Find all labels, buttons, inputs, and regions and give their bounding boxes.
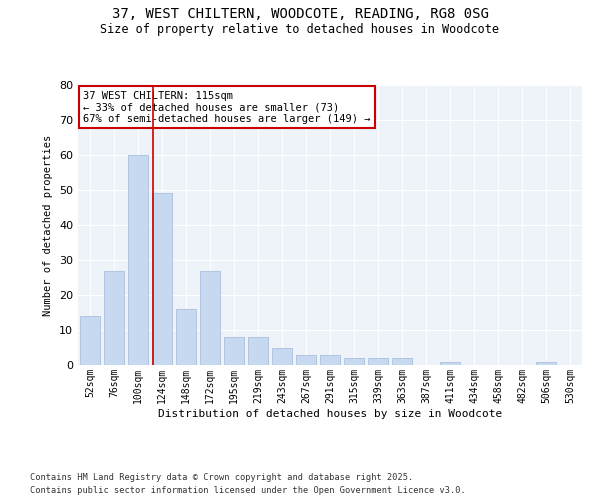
Bar (248, 337, 268, 365)
Bar (296, 354, 316, 365)
Text: 37 WEST CHILTERN: 115sqm
← 33% of detached houses are smaller (73)
67% of semi-d: 37 WEST CHILTERN: 115sqm ← 33% of detach… (83, 90, 371, 124)
Bar (536, 362, 556, 365)
Bar (224, 337, 244, 365)
Bar (344, 358, 364, 365)
Bar (440, 362, 460, 365)
Bar (320, 354, 340, 365)
Bar (80, 316, 100, 365)
Text: Contains HM Land Registry data © Crown copyright and database right 2025.: Contains HM Land Registry data © Crown c… (30, 472, 413, 482)
Bar (152, 194, 172, 365)
Bar (368, 358, 388, 365)
Bar (200, 270, 220, 365)
Bar (128, 155, 148, 365)
Text: 37, WEST CHILTERN, WOODCOTE, READING, RG8 0SG: 37, WEST CHILTERN, WOODCOTE, READING, RG… (112, 8, 488, 22)
Bar (176, 309, 196, 365)
Text: Contains public sector information licensed under the Open Government Licence v3: Contains public sector information licen… (30, 486, 466, 495)
Bar (392, 358, 412, 365)
Bar (272, 348, 292, 365)
Y-axis label: Number of detached properties: Number of detached properties (43, 134, 53, 316)
X-axis label: Distribution of detached houses by size in Woodcote: Distribution of detached houses by size … (158, 408, 502, 418)
Text: Size of property relative to detached houses in Woodcote: Size of property relative to detached ho… (101, 22, 499, 36)
Bar (104, 270, 124, 365)
